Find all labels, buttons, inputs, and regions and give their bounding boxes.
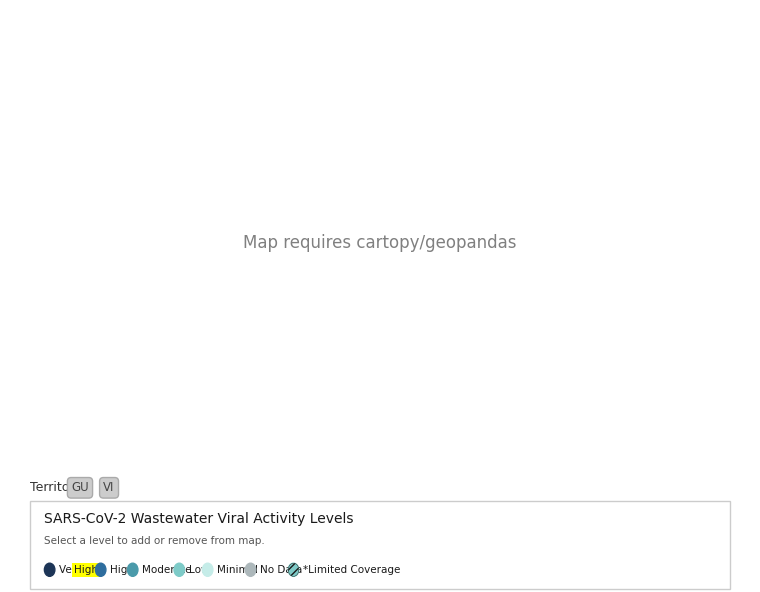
Text: Very: Very <box>59 565 86 575</box>
Text: Minimal: Minimal <box>217 565 258 575</box>
Text: Map requires cartopy/geopandas: Map requires cartopy/geopandas <box>243 234 517 252</box>
Circle shape <box>174 563 185 577</box>
Text: Low: Low <box>188 565 209 575</box>
Circle shape <box>128 563 138 577</box>
Circle shape <box>96 563 106 577</box>
Text: *Limited Coverage: *Limited Coverage <box>303 565 401 575</box>
Text: High: High <box>110 565 134 575</box>
Circle shape <box>44 563 55 577</box>
Text: GU: GU <box>71 481 89 494</box>
Circle shape <box>202 563 213 577</box>
Text: Territories: Territories <box>30 481 93 494</box>
FancyBboxPatch shape <box>30 501 730 589</box>
Circle shape <box>288 563 299 577</box>
Text: High: High <box>74 565 98 575</box>
Text: Select a level to add or remove from map.: Select a level to add or remove from map… <box>44 536 265 546</box>
Circle shape <box>245 563 256 577</box>
Text: No Data: No Data <box>260 565 302 575</box>
Text: SARS-CoV-2 Wastewater Viral Activity Levels: SARS-CoV-2 Wastewater Viral Activity Lev… <box>44 512 354 526</box>
Text: Moderate: Moderate <box>142 565 192 575</box>
Text: VI: VI <box>103 481 115 494</box>
